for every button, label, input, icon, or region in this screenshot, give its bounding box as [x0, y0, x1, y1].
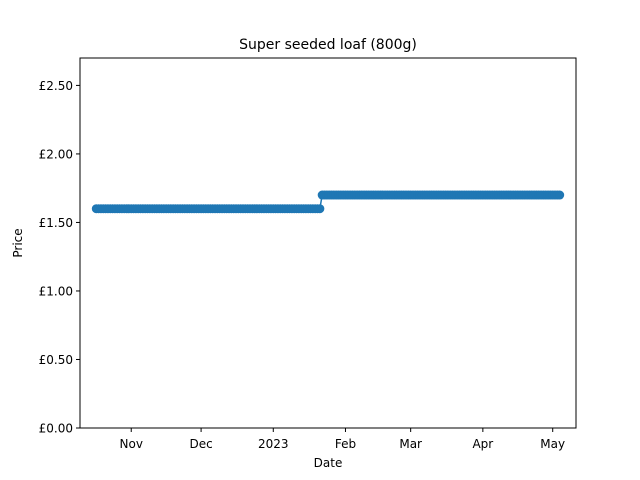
y-tick-label: £1.00: [39, 284, 73, 298]
x-tick-label: Dec: [189, 437, 212, 451]
x-tick-label: Nov: [120, 437, 143, 451]
data-point: [555, 190, 565, 200]
y-tick-label: £1.50: [39, 216, 73, 230]
x-tick-label: May: [540, 437, 565, 451]
axes-layer: £0.00 £0.50 £1.00 £1.50 £2.00 £2.50 Nov Dec 2023…: [39, 79, 565, 451]
series-layer: [91, 190, 565, 214]
x-tick-label: 2023: [258, 437, 289, 451]
y-tick-label: £0.50: [39, 353, 73, 367]
y-axis-label: Price: [11, 228, 25, 257]
y-tick-label: £2.00: [39, 147, 73, 161]
y-tick-label: £2.50: [39, 79, 73, 93]
chart-title: Super seeded loaf (800g): [239, 37, 417, 53]
y-tick-label: £0.00: [39, 422, 73, 436]
x-tick-label: Mar: [399, 437, 422, 451]
x-tick-label: Apr: [472, 437, 493, 451]
data-point: [315, 204, 325, 214]
x-tick-label: Feb: [335, 437, 356, 451]
x-axis-label: Date: [314, 456, 343, 470]
plot-frame: [79, 57, 577, 429]
